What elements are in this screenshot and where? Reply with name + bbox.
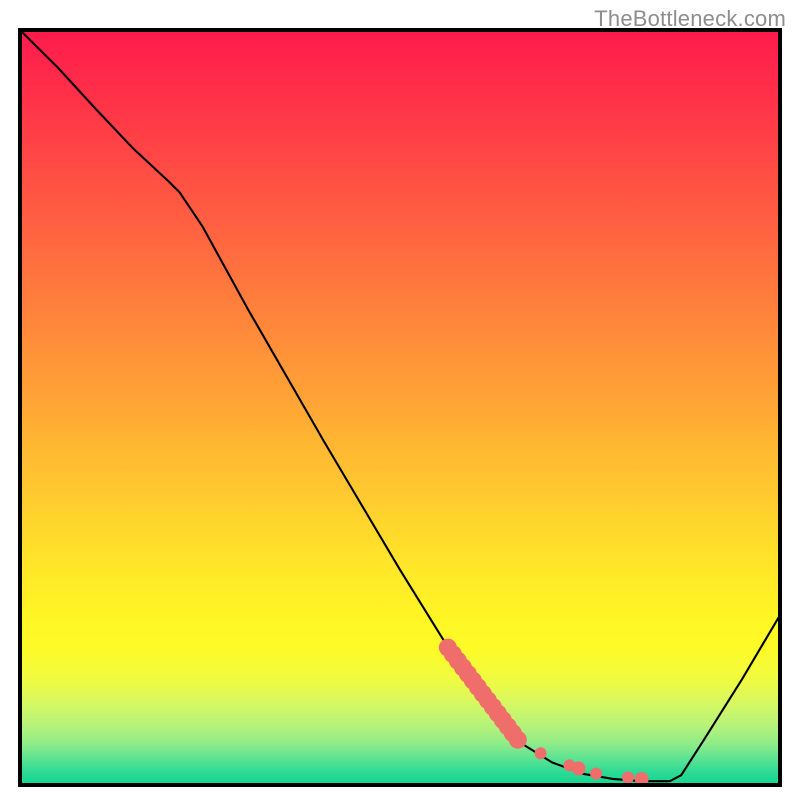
bottleneck-chart [0, 0, 800, 800]
marker-secondary [622, 771, 634, 783]
marker-secondary [535, 747, 547, 759]
marker-secondary [572, 761, 586, 775]
marker-secondary [590, 768, 602, 780]
marker-primary [509, 731, 527, 749]
watermark-text: TheBottleneck.com [594, 6, 786, 32]
gradient-background [20, 30, 780, 785]
